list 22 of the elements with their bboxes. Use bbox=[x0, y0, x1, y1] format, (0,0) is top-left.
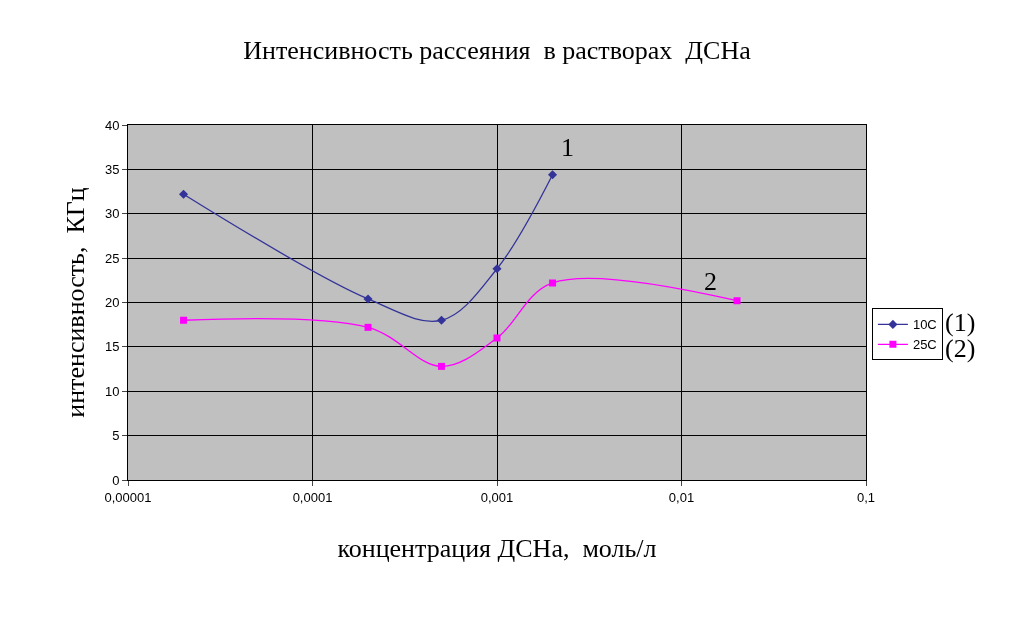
y-tick-label: 35 bbox=[104, 161, 120, 177]
y-tick-label: 40 bbox=[104, 117, 120, 133]
y-tick-label: 5 bbox=[112, 428, 120, 444]
annotation: 2 bbox=[704, 267, 717, 296]
legend-label: 25C bbox=[912, 337, 937, 353]
y-tick-label: 0 bbox=[112, 472, 120, 488]
y-tick-label: 10 bbox=[104, 383, 120, 399]
x-tick-label: 0,00001 bbox=[104, 489, 152, 505]
x-tick-label: 0,01 bbox=[668, 489, 695, 505]
x-tick-label: 0,1 bbox=[856, 489, 876, 505]
x-tick-label: 0,0001 bbox=[292, 489, 333, 505]
y-tick-label: 25 bbox=[104, 250, 120, 266]
annotation: 1 bbox=[561, 133, 574, 162]
y-axis-title: интенсивность, КГц bbox=[61, 187, 91, 418]
y-tick-label: 20 bbox=[104, 295, 120, 311]
y-tick-label: 15 bbox=[104, 339, 120, 355]
x-axis-title: концентрация ДСНа, моль/л bbox=[337, 534, 657, 564]
text: (1) bbox=[945, 308, 976, 337]
chart-title: Интенсивность рассеяния в растворах ДСНа bbox=[243, 36, 752, 66]
legend-label: 10C bbox=[912, 317, 937, 333]
y-tick-label: 30 bbox=[104, 206, 120, 222]
x-tick-label: 0,001 bbox=[480, 489, 514, 505]
